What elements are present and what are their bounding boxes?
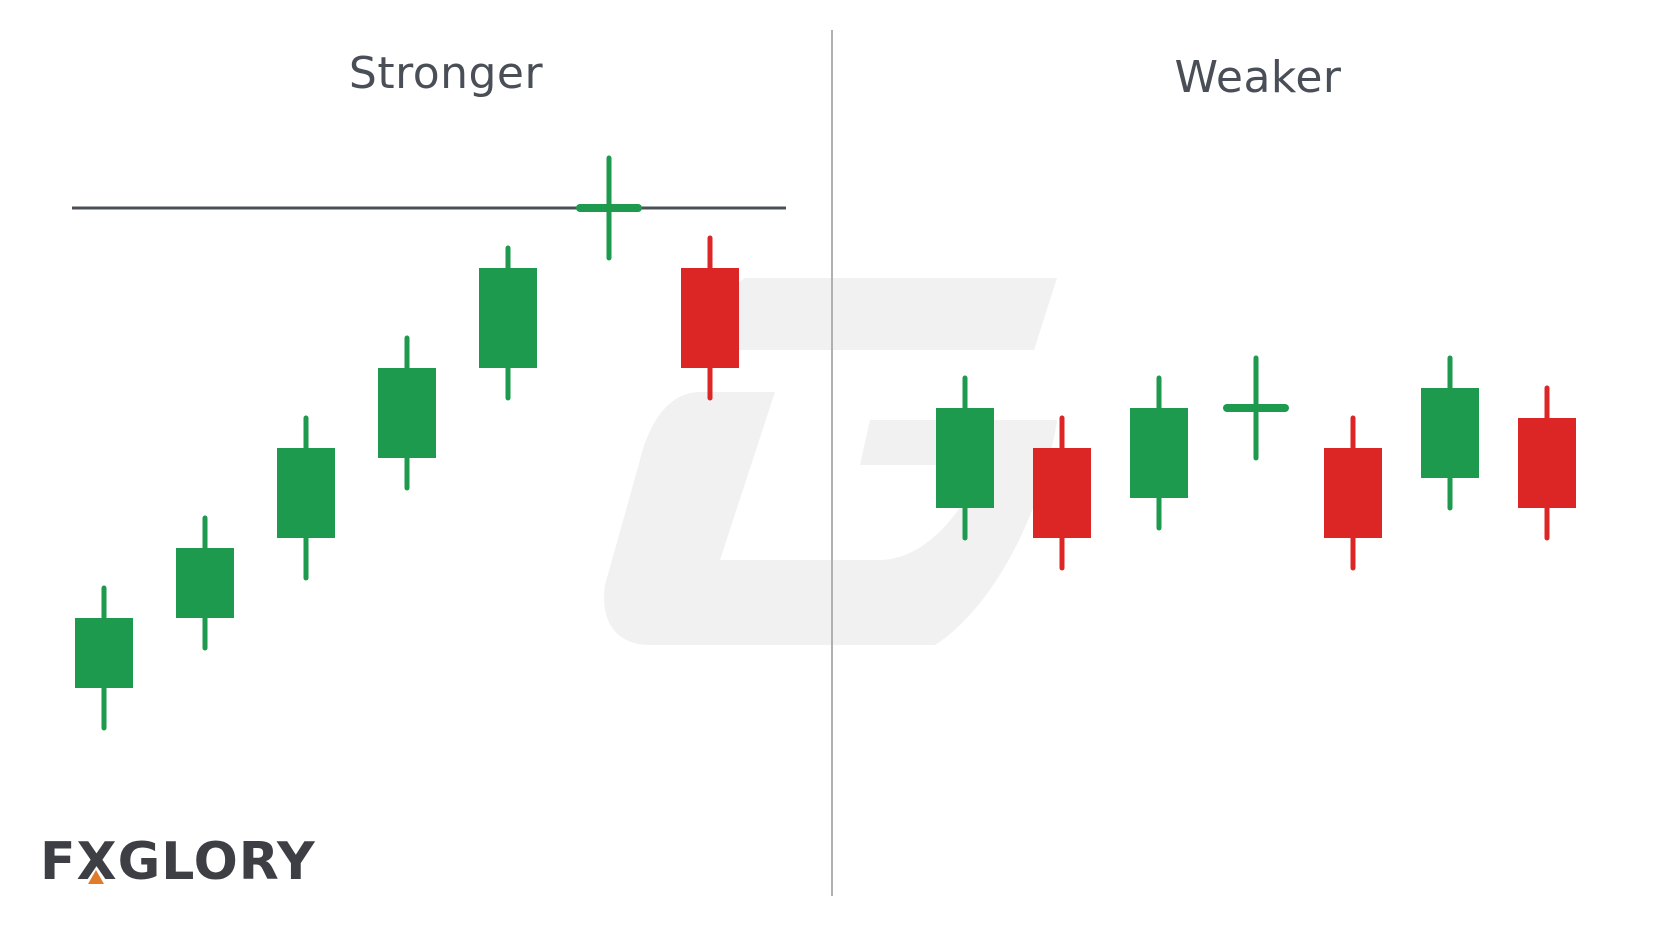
candle-body (378, 368, 436, 458)
candle-doji (1223, 355, 1289, 461)
candle-body (1033, 448, 1091, 538)
candle-up (75, 585, 133, 731)
logo-text: FXGLORY (40, 832, 316, 892)
candle-up (479, 245, 537, 401)
candle-up (936, 375, 994, 541)
stronger-panel (72, 155, 786, 731)
candle-doji (576, 155, 642, 261)
candle-up (1130, 375, 1188, 531)
candle-body (1421, 388, 1479, 478)
weaker-panel (936, 355, 1576, 571)
candle-up (378, 335, 436, 491)
weaker-title: Weaker (1174, 52, 1342, 103)
candle-body (277, 448, 335, 538)
candle-body (681, 268, 739, 368)
candle-body (1324, 448, 1382, 538)
candle-down (1033, 415, 1091, 571)
candle-body (1130, 408, 1188, 498)
candle-down (681, 235, 739, 401)
logo-accent-icon (88, 870, 104, 884)
candle-up (176, 515, 234, 651)
fxglory-logo: FXGLORY (40, 832, 316, 892)
candle-up (277, 415, 335, 581)
candle-up (1421, 355, 1479, 511)
candle-body (479, 268, 537, 368)
candle-body (176, 548, 234, 618)
candle-body (936, 408, 994, 508)
candle-body (1518, 418, 1576, 508)
candle-down (1518, 385, 1576, 541)
candle-down (1324, 415, 1382, 571)
stronger-title: Stronger (348, 48, 544, 99)
candle-body (75, 618, 133, 688)
g-logo-watermark (604, 278, 1057, 645)
